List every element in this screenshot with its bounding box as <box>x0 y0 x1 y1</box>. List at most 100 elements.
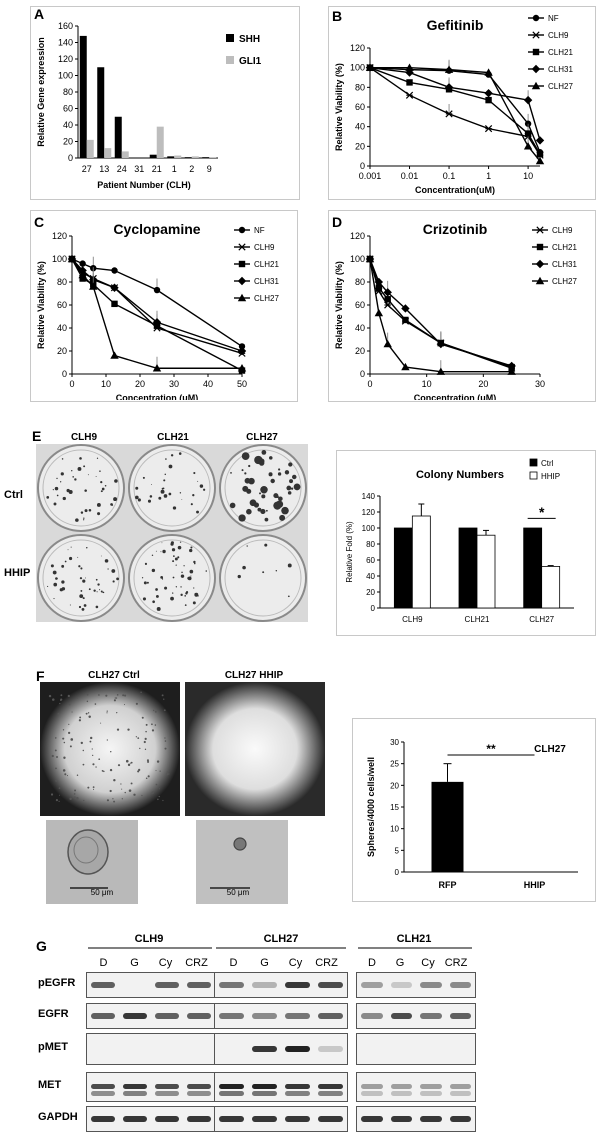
chart-title: CLH27 <box>534 744 566 755</box>
plate-well <box>128 534 216 622</box>
sphere-speck <box>78 719 82 722</box>
panel-c-line-chart: 0 20 40 60 80 100 120 0 10 20 30 40 50 Cyclopamine Rel… <box>36 221 279 400</box>
colony <box>244 472 247 475</box>
sphere-speck <box>60 699 62 702</box>
colony <box>158 496 162 500</box>
data-point <box>436 339 446 349</box>
colony <box>170 596 174 601</box>
x-tick-label: CLH21 <box>465 615 490 624</box>
sphere-speck <box>67 731 71 735</box>
colony <box>192 494 195 497</box>
legend-marker <box>531 81 541 90</box>
sphere-speck <box>155 770 157 772</box>
colony <box>262 571 265 574</box>
panel-d-frame <box>328 210 596 402</box>
y-tick-label: 80 <box>57 277 67 287</box>
colony <box>77 467 82 471</box>
bar-shh <box>202 157 210 158</box>
blot-protein-label: EGFR <box>38 1008 69 1020</box>
y-axis-label: Relative Fold (%) <box>345 521 354 583</box>
sphere-speck <box>122 694 125 697</box>
series-line <box>369 258 512 367</box>
colony <box>101 487 105 491</box>
significance-mark: ** <box>486 742 496 756</box>
sphere-speck <box>137 770 140 773</box>
colony <box>56 477 58 480</box>
plate-rim <box>224 539 302 617</box>
colony <box>67 549 69 551</box>
scale-bar-label: 50 μm <box>90 888 114 897</box>
y-tick-label: 0 <box>395 868 400 877</box>
series-nf <box>366 60 544 156</box>
colony-plate <box>37 444 125 532</box>
colony <box>229 502 236 509</box>
sphere-speck <box>128 789 132 792</box>
sphere-image-label: CLH27 HHIP <box>224 670 284 681</box>
blot-band <box>361 1084 383 1089</box>
sphere-speck <box>71 711 73 713</box>
colony-plate <box>37 534 125 622</box>
x-tick-label: 30 <box>169 379 179 389</box>
colony <box>97 583 100 586</box>
bar-gli1 <box>121 151 129 158</box>
colony <box>177 556 180 559</box>
blot-band <box>449 982 471 988</box>
data-point <box>67 254 77 263</box>
y-tick-label: 0 <box>360 161 365 171</box>
sphere-speck <box>82 749 85 752</box>
sphere-speck <box>127 728 130 731</box>
sphere-speck <box>135 702 138 705</box>
colony <box>293 483 301 491</box>
bar-gli1 <box>174 155 182 158</box>
colony <box>113 497 118 502</box>
sphere-speck <box>54 737 57 739</box>
y-tick-label: 120 <box>350 231 365 241</box>
y-tick-label: 40 <box>57 323 67 333</box>
legend-label: CLH31 <box>548 65 573 74</box>
legend-marker <box>532 48 540 56</box>
blot-lane-label: CRZ <box>444 957 468 969</box>
data-point <box>405 91 414 99</box>
colony <box>170 454 174 457</box>
legend-marker <box>536 226 544 234</box>
data-point <box>152 364 162 372</box>
series-clh21 <box>366 255 515 371</box>
data-point <box>524 130 532 137</box>
blot-band <box>285 1091 310 1096</box>
blot-band <box>361 1116 383 1122</box>
colony <box>241 452 250 461</box>
series-clh21 <box>366 64 544 158</box>
blot-band <box>187 1091 211 1096</box>
data-point <box>374 277 384 287</box>
sphere-speck <box>151 723 153 726</box>
sphere-speck <box>159 770 161 772</box>
legend-entry: CLH31 <box>234 276 279 286</box>
series-clh9 <box>68 255 246 357</box>
bar-hhip <box>476 534 496 609</box>
blot-band <box>390 1013 412 1019</box>
colony <box>287 595 290 598</box>
sphere-speck <box>50 793 54 796</box>
sphere-speck <box>52 698 55 701</box>
plate-rim <box>42 449 120 527</box>
chart-title: Cyclopamine <box>113 221 200 237</box>
blot-group-underlines <box>88 947 472 949</box>
data-point <box>485 96 492 104</box>
colony <box>56 494 59 497</box>
colony <box>77 556 79 558</box>
blot-band <box>361 982 383 988</box>
panel-b-frame <box>328 6 596 200</box>
blot-lane-label: D <box>368 957 376 969</box>
data-point <box>79 275 86 282</box>
colony <box>230 472 232 474</box>
legend-entry: NF <box>528 14 559 23</box>
colony <box>74 478 77 481</box>
colony <box>55 577 58 580</box>
x-tick-label: 27 <box>82 164 92 174</box>
blot-lane-label: D <box>229 957 238 969</box>
colony <box>95 605 99 609</box>
colony <box>104 484 107 487</box>
plate-row-label: Ctrl <box>4 489 23 501</box>
blot-strip <box>356 1033 476 1065</box>
colony <box>184 604 187 606</box>
